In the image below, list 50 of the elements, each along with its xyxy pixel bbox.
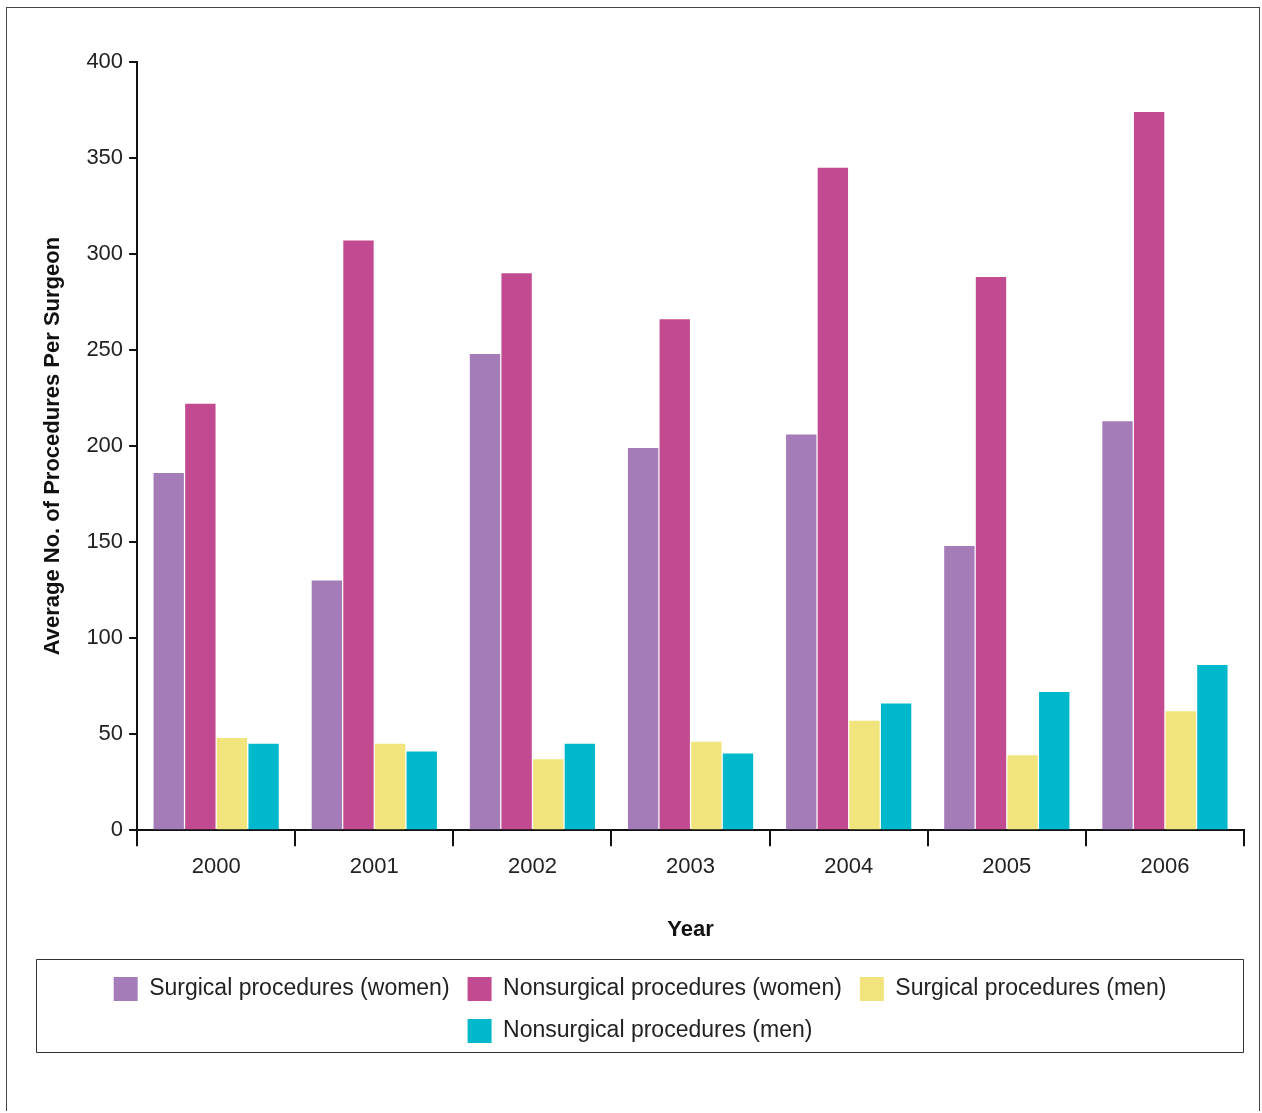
bar [1039, 691, 1070, 830]
bar [564, 743, 596, 830]
y-tick-label: 200 [86, 432, 124, 458]
y-tick-label: 300 [86, 240, 124, 266]
x-tick-label: 2004 [824, 853, 874, 879]
y-tick-label: 0 [110, 816, 124, 842]
bar [786, 434, 817, 830]
bar [1197, 665, 1228, 830]
x-tick-label: 2003 [666, 853, 716, 879]
y-tick-label: 250 [86, 336, 124, 362]
x-tick-label: 2005 [982, 853, 1032, 879]
bar [722, 753, 754, 830]
bar [659, 319, 690, 830]
legend-label: Surgical procedures (men) [895, 974, 1167, 1001]
bar [501, 273, 532, 830]
bar [691, 741, 722, 830]
bar [1007, 755, 1038, 830]
y-tick-label: 350 [86, 144, 124, 170]
legend-label: Surgical procedures (women) [149, 974, 450, 1001]
legend-label: Nonsurgical procedures (men) [503, 1016, 813, 1043]
x-axis-title: Year [667, 915, 715, 941]
x-tick-label: 2000 [191, 853, 241, 879]
legend-label: Nonsurgical procedures (women) [503, 974, 842, 1001]
bar [1102, 421, 1133, 830]
bar [216, 738, 248, 830]
bar [406, 751, 437, 830]
bar [248, 743, 279, 830]
bar [944, 545, 975, 830]
bar [817, 167, 849, 830]
x-tick-label: 2001 [349, 853, 399, 879]
bar [1165, 711, 1196, 830]
y-tick-label: 150 [86, 528, 124, 554]
y-tick-label: 100 [86, 624, 124, 650]
bar [185, 403, 216, 830]
bar [533, 759, 564, 830]
bar [975, 277, 1007, 830]
bar [1133, 111, 1165, 830]
y-axis-title: Average No. of Procedures Per Surgeon [39, 236, 65, 656]
y-tick-label: 400 [86, 48, 124, 74]
bar [153, 472, 184, 830]
bar [627, 448, 659, 830]
bar [469, 353, 501, 830]
bar [849, 720, 880, 830]
y-tick-label: 50 [98, 720, 124, 746]
bar [343, 240, 374, 830]
bar [374, 743, 406, 830]
x-tick-label: 2002 [507, 853, 557, 879]
x-tick-label: 2006 [1140, 853, 1190, 879]
bar [880, 703, 912, 830]
bar [311, 580, 343, 830]
